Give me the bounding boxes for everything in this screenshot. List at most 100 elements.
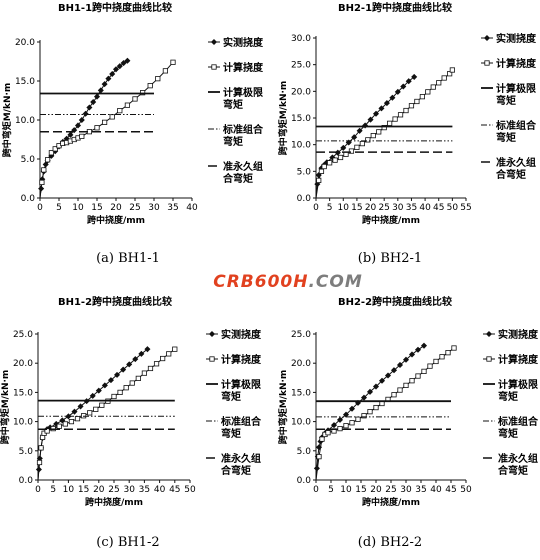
data-point-1 xyxy=(359,140,365,147)
data-point-1 xyxy=(408,103,415,109)
x-tick-label: 30 xyxy=(123,485,135,495)
legend-marker-1 xyxy=(484,60,490,66)
legend-label-line: 准永久组 xyxy=(221,452,261,465)
x-tick-label: 20 xyxy=(93,485,105,495)
y-tick-label: 10.0 xyxy=(291,418,311,428)
data-point-1 xyxy=(316,177,322,183)
data-point-1 xyxy=(56,423,62,429)
legend-label-0: 实测挠度 xyxy=(498,328,539,341)
legend-label-1: 计算挠度 xyxy=(223,61,264,74)
data-point-1 xyxy=(387,120,393,126)
data-point-0 xyxy=(360,394,368,401)
x-tick-label: 25 xyxy=(378,203,389,213)
data-point-1 xyxy=(337,154,344,161)
data-point-0 xyxy=(132,356,139,363)
chart-panel-bh1-1: BH1-1跨中挠度曲线比较 0.0 5.0 10.0 15.0 20.0 0 5 10 15 20 2… xyxy=(1,1,264,266)
panel-caption: (c) BH1-2 xyxy=(96,535,159,550)
x-tick-label: 40 xyxy=(419,203,431,213)
y-tick-label: 5.0 xyxy=(21,155,36,165)
data-point-0 xyxy=(411,73,418,80)
data-point-0 xyxy=(383,100,390,107)
data-point-0 xyxy=(82,110,89,117)
chart-panel-bh1-2: BH1-2跨中挠度曲线比较 0.0 5.0 10.0 15.0 20.0 25.0 0 5 10 1… xyxy=(0,295,262,550)
x-tick-label: 35 xyxy=(415,485,426,495)
data-point-1 xyxy=(343,423,349,429)
y-tick-label: 15.0 xyxy=(291,388,311,398)
data-point-0 xyxy=(340,144,347,151)
data-point-1 xyxy=(87,410,93,416)
legend-label-line: 弯矩 xyxy=(496,94,516,107)
data-point-1 xyxy=(325,430,331,436)
y-tick-label: 0.0 xyxy=(297,194,312,204)
legend-label-line: 弯矩 xyxy=(498,390,518,403)
data-point-1 xyxy=(81,413,87,419)
y-tick-label: 15.0 xyxy=(13,388,33,398)
data-point-0 xyxy=(95,387,102,394)
legend-marker-0 xyxy=(483,34,491,42)
data-point-1 xyxy=(111,393,117,400)
data-point-0 xyxy=(105,75,112,82)
x-tick-label: 50 xyxy=(447,203,459,213)
legend-label-2: 计算极限弯矩 xyxy=(223,86,264,111)
data-point-1 xyxy=(48,150,55,156)
data-point-0 xyxy=(372,110,380,117)
data-point-1 xyxy=(147,365,154,372)
data-point-1 xyxy=(415,373,421,379)
data-point-0 xyxy=(67,131,74,138)
data-point-1 xyxy=(52,146,58,152)
data-point-1 xyxy=(447,71,453,77)
legend-label-line: 标准组合 xyxy=(222,123,264,136)
y-tick-label: 10.0 xyxy=(15,116,35,126)
data-point-0 xyxy=(101,81,108,88)
x-tick-label: 50 xyxy=(460,485,472,495)
legend-marker-1 xyxy=(486,356,492,362)
y-tick-label: 0.0 xyxy=(297,476,312,486)
data-point-0 xyxy=(378,105,385,112)
data-point-0 xyxy=(77,403,84,410)
data-point-1 xyxy=(99,402,105,408)
x-tick-label: 25 xyxy=(385,485,396,495)
watermark-red-part: CRB600H xyxy=(213,272,308,292)
data-point-1 xyxy=(44,428,50,434)
data-point-0 xyxy=(408,351,416,358)
y-tick-label: 0.0 xyxy=(19,476,34,486)
data-point-0 xyxy=(126,361,133,368)
x-tick-label: 25 xyxy=(129,203,140,213)
chart-title: BH1-2跨中挠度曲线比较 xyxy=(58,295,172,308)
data-point-0 xyxy=(78,116,85,124)
y-tick-label: 5.0 xyxy=(297,167,312,177)
data-point-0 xyxy=(336,416,344,423)
legend-label-line: 弯矩 xyxy=(223,98,243,111)
data-point-1 xyxy=(124,102,130,108)
y-axis-label: 跨中弯矩M/kN·m xyxy=(277,370,289,445)
data-point-1 xyxy=(392,116,398,122)
data-point-1 xyxy=(373,404,379,411)
data-point-1 xyxy=(419,94,425,100)
legend-label-line: 合弯矩 xyxy=(220,464,251,477)
x-tick-label: 20 xyxy=(110,203,122,213)
y-tick-label: 20.0 xyxy=(291,359,311,369)
data-point-1 xyxy=(36,459,43,466)
data-point-0 xyxy=(366,388,374,395)
x-tick-label: 20 xyxy=(370,485,382,495)
legend-label-line: 计算极限 xyxy=(496,82,537,95)
x-tick-label: 15 xyxy=(91,203,102,213)
x-tick-label: 45 xyxy=(169,485,180,495)
legend-label-line: 准永久组 xyxy=(498,452,538,465)
legend-label-line: 弯矩 xyxy=(221,390,241,403)
series-line-1 xyxy=(39,61,174,199)
data-point-1 xyxy=(365,137,371,143)
data-point-0 xyxy=(97,87,104,94)
data-point-0 xyxy=(384,372,392,379)
data-point-1 xyxy=(451,345,457,351)
watermark-gray-part: .COM xyxy=(308,272,362,292)
data-point-1 xyxy=(376,129,382,135)
data-point-1 xyxy=(166,351,172,357)
data-point-1 xyxy=(381,125,387,131)
data-point-1 xyxy=(355,416,361,422)
y-tick-label: 30.0 xyxy=(291,34,311,44)
x-tick-label: 40 xyxy=(186,203,198,213)
data-point-0 xyxy=(101,382,108,389)
legend-label-2: 计算极限弯矩 xyxy=(496,82,537,107)
data-point-0 xyxy=(414,346,422,353)
